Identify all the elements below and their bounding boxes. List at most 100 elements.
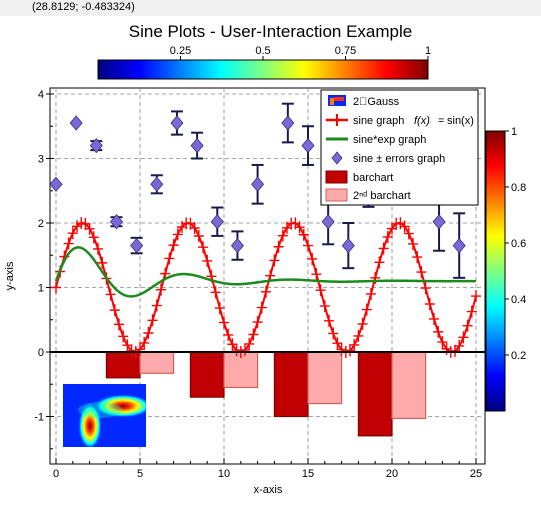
sine-marker [193, 229, 204, 242]
sine-marker [450, 344, 460, 357]
top-colorbar-tick-label: 0.25 [170, 45, 191, 57]
legend-sine-swatch [326, 114, 348, 126]
barchart-bar [105, 351, 141, 379]
legend-label-sine: sine graph [353, 115, 404, 127]
sine-marker [303, 239, 313, 252]
sine-marker [273, 240, 284, 253]
legend-label-errors: sine ± errors graph [353, 153, 445, 165]
y-tick-label: 0 [38, 347, 44, 359]
sine-marker [382, 230, 393, 243]
sine-marker [345, 344, 355, 357]
error-point [109, 214, 124, 230]
legend-formula-fx: f(x) [414, 115, 430, 127]
x-tick-label: 15 [302, 468, 314, 480]
error-point [321, 214, 335, 230]
sine-marker [458, 331, 469, 344]
sine-marker [307, 252, 318, 265]
right-colorbar-tick-label: 1 [511, 126, 517, 138]
right-colorbar-tick-label: 0.6 [511, 238, 526, 250]
barchart-bar [357, 351, 393, 437]
sineexp-series-line [54, 246, 477, 298]
error-point [69, 115, 83, 131]
error-point [150, 176, 164, 192]
sine-marker [408, 237, 418, 250]
right-colorbar-tick-label: 0.2 [511, 350, 526, 362]
sine-marker [416, 266, 427, 279]
right-colorbar-tick-label: 0.8 [511, 182, 526, 194]
barchart2-bar [139, 351, 175, 374]
x-tick-label: 10 [218, 468, 230, 480]
sine-marker [109, 304, 120, 317]
sine-marker [324, 314, 334, 327]
sine-marker [261, 285, 271, 298]
sine-marker [319, 300, 330, 313]
sine-marker [84, 222, 95, 235]
x-axis-label: x-axis [254, 484, 283, 496]
error-point [452, 237, 466, 254]
legend-label-gauss: 2 Gauss [353, 96, 400, 108]
sine-marker [256, 301, 267, 314]
sine-marker [114, 318, 124, 331]
sine-marker [156, 283, 166, 296]
error-point [89, 137, 103, 154]
y-tick-label: 4 [38, 89, 44, 101]
sine-marker [164, 252, 175, 265]
sine-marker [361, 303, 372, 316]
legend: 2 Gauss sine graph f(x) = sin(x) sine*ex… [320, 89, 479, 206]
legend-gauss-swatch [328, 95, 346, 106]
sine-marker [357, 317, 368, 330]
error-point [341, 237, 355, 254]
x-tick-label: 25 [470, 468, 482, 480]
error-point [170, 115, 184, 131]
sine-marker [214, 302, 225, 315]
top-colorbar: 0.25 0.5 0.75 1 [97, 45, 431, 80]
sine-marker [252, 316, 263, 329]
sine-marker [135, 343, 145, 356]
gauss-inset-image [63, 384, 146, 447]
legend-barchart-swatch [325, 170, 348, 184]
sine-marker [105, 288, 116, 301]
legend-barchart2-swatch [325, 188, 348, 202]
error-point [130, 237, 144, 254]
error-point [301, 137, 315, 154]
sine-marker [189, 221, 200, 234]
legend-label-sineexp: sine*exp graph [353, 134, 426, 146]
error-point [50, 176, 63, 192]
sine-marker [151, 299, 162, 312]
sine-marker [429, 312, 439, 325]
sine-marker [97, 256, 108, 269]
sine-marker [76, 217, 87, 230]
sine-marker [93, 242, 103, 255]
legend-errors-swatch [331, 151, 343, 165]
y-tick-label: -1 [34, 412, 44, 424]
sine-marker [269, 254, 280, 267]
sine-marker [374, 256, 385, 269]
sine-marker [80, 218, 91, 231]
sine-marker [462, 319, 473, 332]
sine-marker [391, 217, 402, 230]
sine-marker [366, 287, 376, 300]
sine-marker [466, 305, 477, 318]
error-point [251, 176, 265, 192]
sine-marker [336, 343, 347, 356]
sine-marker [378, 242, 389, 255]
status-bar: (28.8129; -0.483324) [0, 0, 541, 16]
sine-marker [403, 227, 414, 240]
top-colorbar-tick-label: 0.75 [335, 45, 356, 57]
sine-marker [311, 268, 322, 281]
error-point [210, 214, 224, 230]
barchart-bar [189, 351, 225, 398]
top-colorbar-tick-label: 0.5 [255, 45, 270, 57]
sine-marker [349, 338, 360, 351]
sine-marker [294, 221, 305, 234]
sine-marker [147, 314, 158, 327]
barchart2-bar [307, 351, 343, 405]
sine-marker [353, 329, 364, 342]
sine-marker [88, 231, 99, 244]
sine-marker [139, 336, 150, 349]
sine-marker [168, 239, 179, 252]
sine-marker [433, 325, 444, 338]
error-point [432, 214, 446, 230]
right-colorbar: 0.2 0.4 0.6 0.8 1 [485, 126, 526, 412]
